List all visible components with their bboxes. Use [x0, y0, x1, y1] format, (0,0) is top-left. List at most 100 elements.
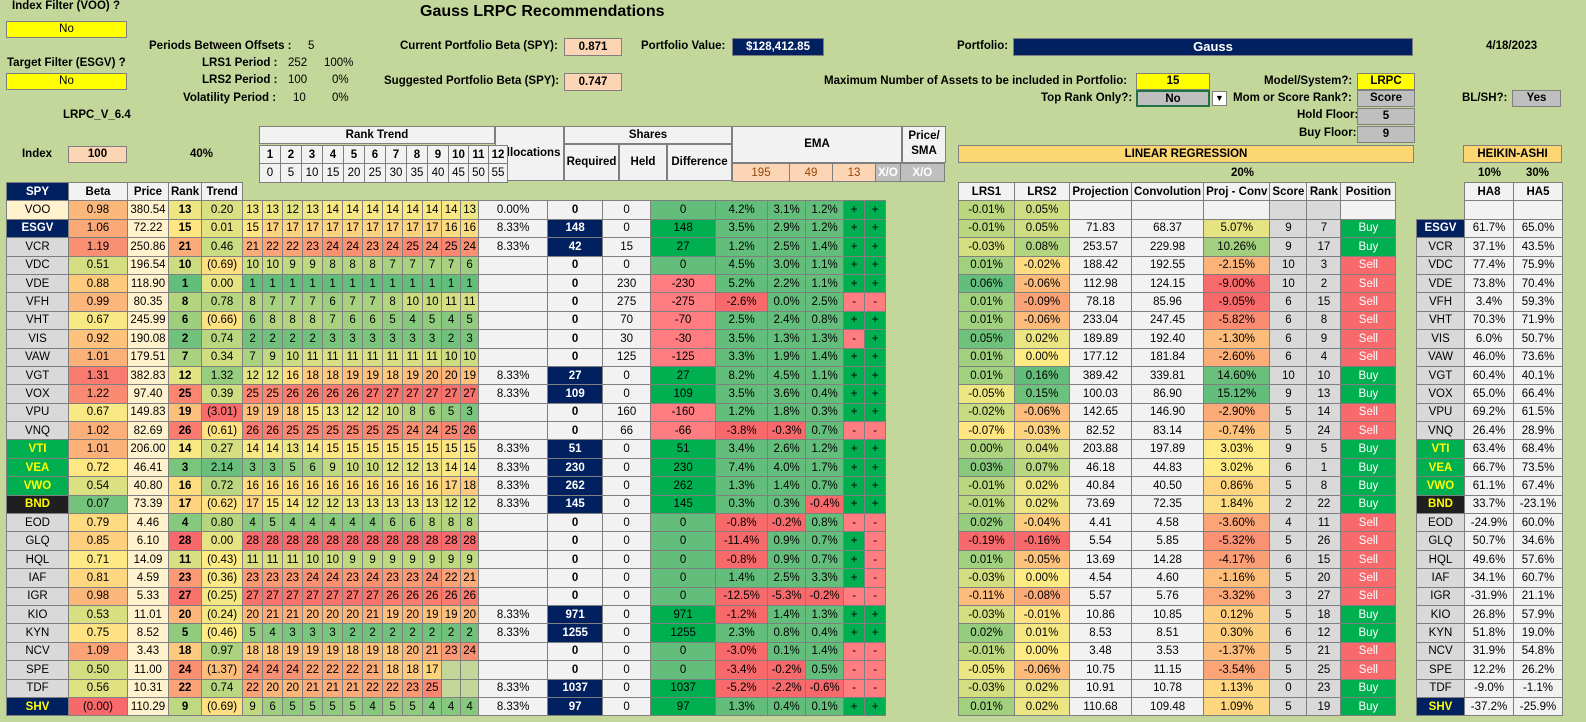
top-rank-value[interactable]: No: [1136, 90, 1210, 107]
rank-trend-cell: 24: [342, 237, 364, 257]
rank-trend-cell: 10: [302, 549, 324, 570]
portfolio-name[interactable]: Gauss: [1013, 38, 1413, 56]
score-cell: 9: [1269, 384, 1308, 404]
ema-cell: 0.8%: [767, 623, 807, 643]
rank-trend-cell: 17: [382, 218, 404, 239]
table-row: NCV 1.09 3.43 18 0.97 18 18 19 19 19 18 19 18 20 21 23 2…: [6, 641, 909, 662]
table-row: VFH 3.4% 59.3%: [1416, 292, 1563, 312]
rank-result-cell: 10: [1306, 365, 1342, 386]
table-row: VHT 0.67 245.99 6 (0.66) 6 8 8 8 7 6 6 5 4 5 4 5 0 70 -70 2.…: [6, 310, 909, 331]
beta-cell: 1.22: [68, 384, 128, 404]
rank-trend-cell: 15: [302, 402, 324, 423]
mom-value[interactable]: Score: [1357, 90, 1415, 107]
mom-label: Mom or Score Rank?:: [1233, 92, 1352, 104]
rank-result-cell: 19: [1306, 696, 1342, 717]
score-header: Score: [1269, 181, 1308, 202]
rank-cell: 23: [167, 568, 203, 588]
ha5-cell: 71.9%: [1513, 310, 1563, 331]
convolution-cell: 192.40: [1130, 329, 1205, 349]
ema-cell: -0.4%: [805, 494, 845, 515]
lrs2-cell: 0.02%: [1014, 678, 1070, 698]
buy-floor-value[interactable]: 9: [1357, 126, 1415, 143]
target-filter-value[interactable]: No: [6, 73, 127, 90]
rank-trend-cell: 21: [362, 660, 384, 680]
allocation-cell: [478, 347, 549, 367]
ticker-cell: VDE: [6, 273, 69, 294]
rank-trend-cell: 26: [402, 586, 424, 606]
blsh-value[interactable]: Yes: [1512, 90, 1561, 107]
table-row: SHV -37.2% -25.9%: [1416, 696, 1563, 717]
proj-conv-cell: -3.32%: [1203, 586, 1271, 606]
rank-trend-cell: 22: [302, 660, 324, 680]
rank-result-cell: 22: [1306, 494, 1342, 515]
held-cell: 66: [602, 421, 652, 441]
beta-cell: 0.71: [68, 549, 128, 570]
ha-ticker-cell: SPE: [1416, 660, 1465, 680]
ema-cell: 1.4%: [805, 237, 845, 257]
required-cell: 109: [547, 384, 604, 404]
score-cell: 5: [1269, 531, 1308, 551]
ha5-cell: 54.8%: [1513, 641, 1563, 662]
required-cell: 0: [547, 329, 604, 349]
trend-cell: (0.69): [201, 696, 244, 717]
allocation-cell: [478, 549, 549, 570]
rank-trend-cell: 14: [302, 439, 324, 459]
beta-cell: 0.98: [68, 586, 128, 606]
score-cell: 5: [1269, 641, 1308, 662]
price-cell: 6.10: [127, 531, 169, 551]
held-cell: 0: [602, 365, 652, 386]
rank-period-12: 12: [488, 144, 508, 165]
held-cell: 0: [602, 696, 652, 717]
rank-trend-cell: 2: [422, 623, 443, 643]
lrs1-cell: 0.01%: [958, 365, 1015, 386]
ha8-cell: 31.9%: [1464, 641, 1514, 662]
difference-cell: -66: [650, 421, 717, 441]
proj-conv-cell: -2.15%: [1203, 255, 1271, 275]
rank-trend-cell: 14: [262, 439, 284, 459]
ha8-cell: 3.4%: [1464, 292, 1514, 312]
rank-trend-cell: 6: [302, 457, 324, 478]
beta-cell: 1.01: [68, 347, 128, 367]
trend-cell: 0.72: [201, 476, 244, 496]
price-cell: 73.39: [127, 494, 169, 515]
index-filter-value[interactable]: No: [6, 21, 127, 38]
ema-cell: 5.2%: [715, 273, 769, 294]
projection-cell: 189.89: [1069, 329, 1132, 349]
rank-trend-cell: 21: [262, 604, 284, 625]
lrs2-pct: 0%: [332, 74, 349, 86]
rank-trend-cell: 17: [262, 218, 284, 239]
lrs2-cell: 0.05%: [1014, 200, 1070, 220]
hold-floor-value[interactable]: 5: [1357, 108, 1415, 125]
ha5-cell: 21.1%: [1513, 586, 1563, 606]
model-value[interactable]: LRPC: [1357, 73, 1415, 90]
rank-trend-cell: 16: [460, 218, 480, 239]
lrs1-cell: -0.11%: [958, 586, 1015, 606]
rank-trend-cell: 18: [460, 476, 480, 496]
rank-trend-cell: 28: [422, 531, 443, 551]
rank-trend-cell: 2: [342, 623, 364, 643]
position-cell: Sell: [1340, 347, 1397, 367]
lrs1-cell: -0.01%: [958, 641, 1015, 662]
suggested-beta-label: Suggested Portfolio Beta (SPY):: [384, 75, 560, 87]
proj-conv-cell: -0.74%: [1203, 421, 1271, 441]
rank-trend-cell: 26: [262, 421, 284, 441]
ema-cell: 0.3%: [767, 494, 807, 515]
rank-trend-cell: 9: [402, 549, 424, 570]
dropdown-arrow-icon[interactable]: ▼: [1212, 91, 1227, 106]
ha8-cell: 77.4%: [1464, 255, 1514, 275]
ha5-cell: -1.1%: [1513, 678, 1563, 698]
rank-trend-cell: 25: [441, 421, 462, 441]
ha-ticker-cell: IAF: [1416, 568, 1465, 588]
index-value[interactable]: 100: [68, 146, 127, 163]
rank-trend-cell: 13: [302, 200, 324, 220]
position-cell: Sell: [1340, 586, 1397, 606]
table-row: VGT 60.4% 40.1%: [1416, 365, 1563, 386]
max-assets-value[interactable]: 15: [1136, 73, 1210, 90]
rank-trend-cell: 1: [302, 273, 324, 294]
score-cell: 6: [1269, 549, 1308, 570]
rank-trend-cell: 22: [282, 237, 304, 257]
rank-trend-cell: 19: [342, 365, 364, 386]
price-sma-cell: +: [864, 384, 887, 404]
rank-trend-cell: 12: [302, 494, 324, 515]
ha8-cell: 65.0%: [1464, 384, 1514, 404]
